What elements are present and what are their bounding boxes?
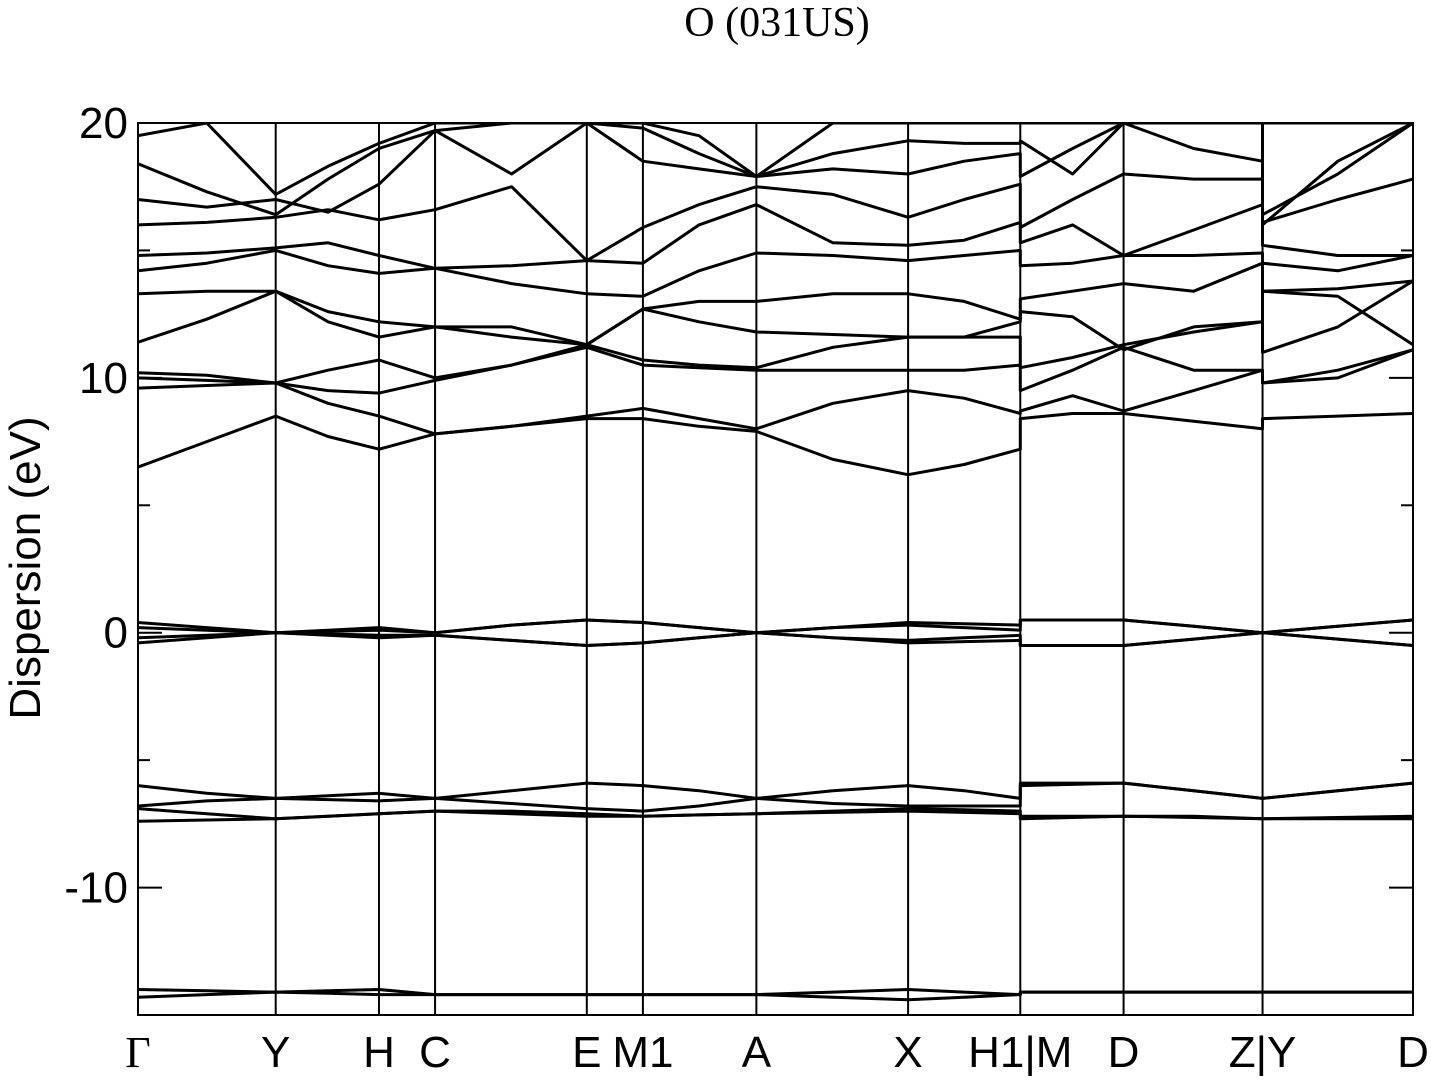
band	[138, 781, 1413, 800]
y-axis-label: Dispersion (eV)	[1, 416, 50, 719]
x-tick-label: C	[419, 1028, 451, 1077]
y-tick-label: 0	[104, 609, 128, 658]
band	[138, 348, 1413, 436]
x-tick-label: M1	[612, 1028, 673, 1077]
plot-frame	[137, 122, 1414, 1016]
chart-title: O (031US)	[684, 0, 870, 46]
y-tick-label: 20	[79, 99, 128, 148]
band	[138, 123, 1413, 227]
band	[138, 631, 1413, 647]
band	[138, 248, 1413, 298]
x-tick-label: H	[363, 1028, 395, 1077]
x-tick-label: D	[1397, 1028, 1429, 1077]
y-tick-label: -10	[64, 864, 128, 913]
x-tick-label: X	[893, 1028, 922, 1077]
band	[138, 988, 1413, 997]
x-tick-label: E	[572, 1028, 601, 1077]
band	[138, 279, 1413, 385]
band	[138, 618, 1413, 635]
x-tick-label: A	[742, 1028, 772, 1077]
band	[138, 289, 1413, 352]
band	[138, 123, 1413, 196]
band	[138, 807, 1413, 821]
bands	[138, 123, 1413, 1002]
x-tick-label: H1|M	[968, 1028, 1072, 1077]
y-tick-label: 10	[79, 354, 128, 403]
band	[138, 345, 1413, 395]
x-tick-label: Z|Y	[1229, 1028, 1297, 1077]
band	[138, 123, 1413, 217]
x-tick-label: D	[1108, 1028, 1140, 1077]
x-tick-label: Γ	[125, 1028, 150, 1077]
band	[138, 412, 1413, 477]
band	[138, 203, 1413, 270]
x-tick-label: Y	[261, 1028, 290, 1077]
band	[138, 261, 1413, 347]
band	[138, 172, 1413, 263]
